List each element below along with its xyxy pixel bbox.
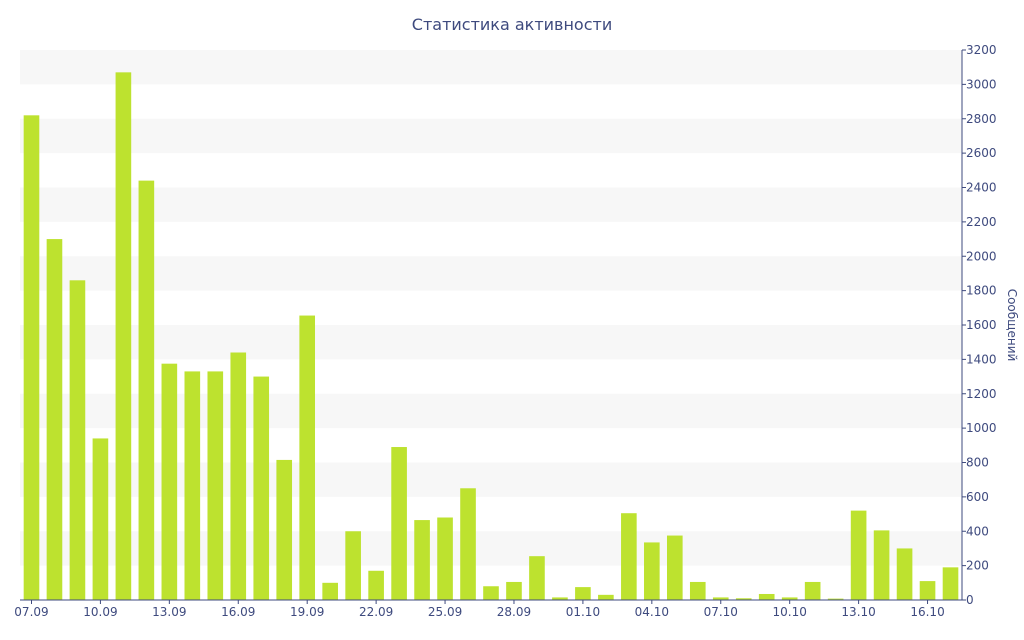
y-tick-label: 1200 [966, 387, 997, 401]
bar[interactable] [873, 530, 890, 600]
bar[interactable] [552, 597, 568, 600]
bar[interactable] [138, 180, 155, 600]
bar[interactable] [414, 520, 430, 600]
y-tick-label: 400 [966, 524, 989, 538]
bar[interactable] [644, 542, 660, 600]
bar[interactable] [529, 556, 545, 600]
bar[interactable] [827, 598, 844, 600]
bar[interactable] [712, 597, 729, 600]
y-tick-label: 3000 [966, 77, 997, 91]
x-tick-label: 16.10 [910, 605, 944, 619]
bars-group [23, 72, 959, 601]
chart-title: Статистика активности [412, 15, 612, 34]
x-tick-label: 10.09 [83, 605, 117, 619]
x-axis: 07.09 10.09 13.09 16.09 19.09 22.09 25.09 28.09… [14, 599, 962, 619]
bar[interactable] [850, 510, 867, 600]
bar[interactable] [322, 582, 338, 600]
x-tick-label: 13.09 [152, 605, 186, 619]
y-tick-label: 800 [966, 456, 989, 470]
bar[interactable] [368, 570, 384, 600]
bar[interactable] [184, 371, 201, 600]
y-tick-label: 1600 [966, 318, 997, 332]
y-tick-label: 1800 [966, 284, 997, 298]
grid-bands [20, 50, 962, 566]
grid-band [20, 256, 962, 291]
y-tick-label: 1000 [966, 421, 997, 435]
bar[interactable] [896, 548, 913, 600]
x-tick-label: 07.10 [704, 605, 738, 619]
x-tick-label: 28.09 [497, 605, 531, 619]
bar[interactable] [276, 459, 293, 600]
bar[interactable] [46, 239, 63, 600]
y-tick-label: 3200 [966, 43, 997, 57]
x-tick-label: 13.10 [841, 605, 875, 619]
x-tick-label: 25.09 [428, 605, 462, 619]
bar[interactable] [437, 517, 453, 601]
y-tick-label: 2200 [966, 215, 997, 229]
bar[interactable] [207, 371, 224, 600]
y-axis: 0 200 400 600 800 1000 1200 1400 1600 1800 2000 220… [961, 43, 997, 607]
bar[interactable] [253, 376, 270, 600]
bar[interactable] [23, 115, 40, 600]
x-tick-label: 01.10 [566, 605, 600, 619]
bar[interactable] [919, 581, 936, 600]
bar[interactable] [69, 280, 86, 600]
y-tick-label: 2600 [966, 146, 997, 160]
bar[interactable] [483, 586, 499, 600]
grid-band [20, 325, 962, 360]
grid-band [20, 50, 962, 85]
bar[interactable] [506, 581, 522, 600]
y-tick-label: 2400 [966, 181, 997, 195]
bar[interactable] [598, 594, 614, 600]
y-tick-label: 600 [966, 490, 989, 504]
x-tick-label: 10.10 [773, 605, 807, 619]
bar[interactable] [781, 597, 798, 600]
grid-band [20, 187, 962, 222]
bar[interactable] [804, 581, 821, 600]
bar[interactable] [115, 72, 132, 600]
y-axis-label: Сообщений [1005, 289, 1019, 362]
bar[interactable] [345, 531, 361, 600]
bar[interactable] [575, 587, 591, 600]
y-tick-label: 200 [966, 559, 989, 573]
bar[interactable] [735, 598, 752, 600]
y-tick-label: 0 [966, 593, 974, 607]
y-tick-label: 2800 [966, 112, 997, 126]
bar[interactable] [460, 488, 476, 600]
y-tick-label: 1400 [966, 352, 997, 366]
bar[interactable] [230, 352, 247, 601]
x-tick-label: 04.10 [635, 605, 669, 619]
x-tick-label: 16.09 [221, 605, 255, 619]
grid-band [20, 393, 962, 429]
bar[interactable] [161, 363, 178, 600]
x-tick-label: 22.09 [359, 605, 393, 619]
bar[interactable] [689, 581, 706, 600]
bar[interactable] [666, 535, 683, 600]
grid-band [20, 118, 962, 154]
grid-band [20, 462, 962, 497]
bar[interactable] [758, 593, 775, 600]
y-tick-label: 2000 [966, 249, 997, 263]
bar[interactable] [391, 447, 407, 600]
x-tick-label: 07.09 [14, 605, 48, 619]
x-tick-label: 19.09 [290, 605, 324, 619]
bar[interactable] [942, 567, 959, 600]
bar[interactable] [299, 315, 316, 600]
bar[interactable] [92, 438, 109, 600]
bar[interactable] [621, 513, 637, 600]
grid-band [20, 531, 962, 566]
